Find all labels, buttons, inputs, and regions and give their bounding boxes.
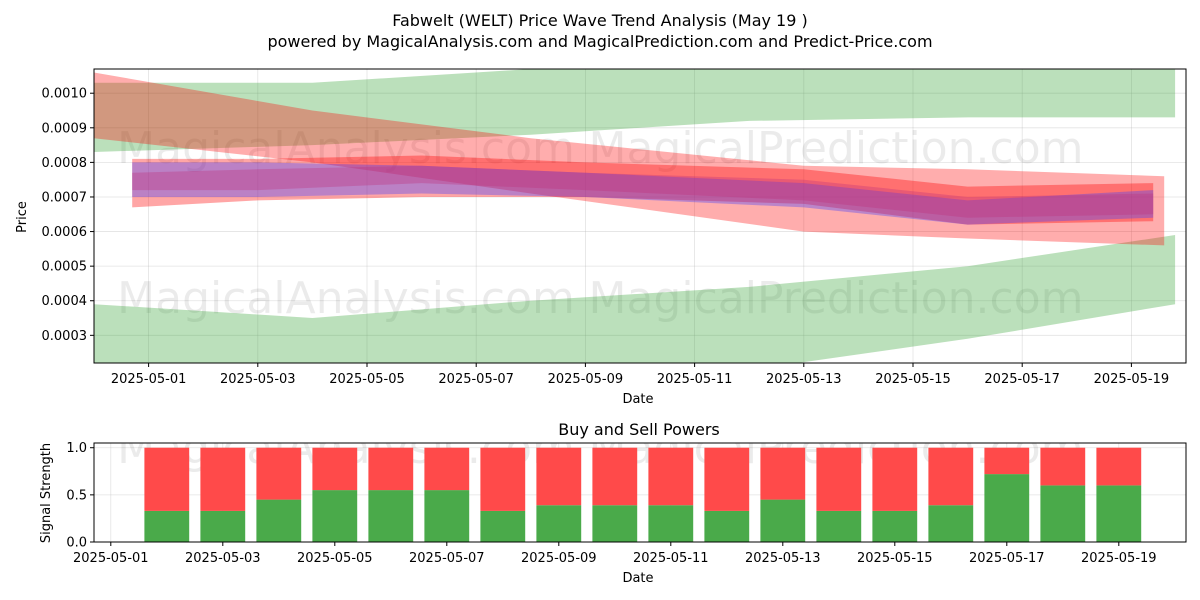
buy-bar: [368, 490, 414, 542]
price-plot-frame: [93, 68, 1187, 364]
x-tick-label: 2025-05-05: [329, 372, 405, 387]
buy-bar: [704, 510, 750, 542]
signal-x-axis-label: Date: [622, 571, 653, 586]
x-tick-label: 2025-05-13: [745, 551, 821, 566]
sell-bar: [480, 447, 526, 511]
price-band: [132, 155, 1154, 225]
x-tick-label: 2025-05-11: [657, 372, 733, 387]
sell-bar: [872, 447, 918, 511]
price-band: [94, 72, 1165, 246]
buy-bar: [256, 499, 302, 542]
chart-subtitle: powered by MagicalAnalysis.com and Magic…: [267, 32, 932, 51]
y-tick-label: 0.0004: [42, 294, 88, 309]
y-tick-label: 1.0: [66, 441, 87, 456]
y-tick-label: 0.0009: [42, 121, 88, 136]
y-tick-label: 0.0006: [42, 225, 88, 240]
price-band: [94, 69, 1176, 152]
x-tick-label: 2025-05-09: [548, 372, 624, 387]
x-tick-label: 2025-05-03: [185, 551, 261, 566]
signal-y-axis-label: Signal Strength: [39, 443, 54, 543]
buy-bar: [424, 490, 470, 542]
buy-bar: [480, 510, 526, 542]
sell-bar: [424, 447, 470, 491]
x-tick-label: 2025-05-05: [297, 551, 373, 566]
buy-bar: [1096, 485, 1142, 542]
watermark-text: MagicalPrediction.com: [589, 273, 1084, 324]
sell-bar: [760, 447, 806, 500]
buy-bar: [648, 505, 694, 542]
chart-title: Fabwelt (WELT) Price Wave Trend Analysis…: [392, 11, 808, 30]
buy-bar: [144, 510, 190, 542]
buy-bar: [592, 505, 638, 542]
signal-bars: [144, 447, 1142, 542]
price-wave-panel: MagicalAnalysis.com MagicalPrediction.co…: [15, 68, 1187, 407]
buy-bar: [312, 490, 358, 542]
sell-bar: [816, 447, 862, 511]
x-tick-label: 2025-05-01: [73, 551, 149, 566]
buy-bar: [536, 505, 582, 542]
price-watermarks: MagicalAnalysis.com MagicalPrediction.co…: [117, 123, 1083, 324]
buy-sell-panel: Buy and Sell Powers MagicalAnalysis.com …: [39, 420, 1187, 586]
sell-bar: [1040, 447, 1086, 486]
watermark-text: MagicalPrediction.com: [589, 123, 1084, 174]
y-tick-label: 0.0: [66, 536, 87, 551]
x-tick-label: 2025-05-19: [1081, 551, 1157, 566]
x-tick-label: 2025-05-15: [857, 551, 933, 566]
sell-bar: [200, 447, 246, 511]
sell-bar: [648, 447, 694, 506]
buy-bar: [872, 510, 918, 542]
buy-bar: [928, 505, 974, 542]
x-tick-label: 2025-05-17: [969, 551, 1045, 566]
price-band: [94, 235, 1176, 363]
sell-bar: [312, 447, 358, 491]
price-x-axis-label: Date: [622, 392, 653, 407]
watermark-text: MagicalAnalysis.com: [117, 123, 575, 174]
buy-bar: [984, 474, 1030, 542]
sell-bar: [928, 447, 974, 506]
sell-bar: [368, 447, 414, 491]
buy-sell-title: Buy and Sell Powers: [558, 420, 720, 439]
y-tick-label: 0.5: [66, 488, 87, 503]
buy-bar: [200, 510, 246, 542]
x-tick-label: 2025-05-13: [766, 372, 842, 387]
sell-bar: [592, 447, 638, 506]
y-tick-label: 0.0008: [42, 156, 88, 171]
signal-plot-frame: [93, 442, 1187, 543]
x-tick-label: 2025-05-07: [409, 551, 485, 566]
x-tick-label: 2025-05-03: [220, 372, 296, 387]
price-band: [132, 162, 1154, 225]
signal-axis-ticks: 2025-05-01 2025-05-03 2025-05-05 2025-05-07…: [66, 441, 1156, 566]
x-tick-label: 2025-05-11: [633, 551, 709, 566]
sell-bar: [256, 447, 302, 500]
x-tick-label: 2025-05-17: [984, 372, 1060, 387]
sell-bar: [704, 447, 750, 511]
buy-bar: [816, 510, 862, 542]
y-tick-label: 0.0003: [42, 329, 88, 344]
y-tick-label: 0.0010: [42, 87, 88, 102]
x-tick-label: 2025-05-19: [1094, 372, 1170, 387]
price-axis-ticks: 2025-05-01 2025-05-03 2025-05-05 2025-05-07…: [42, 87, 1170, 387]
x-tick-label: 2025-05-07: [438, 372, 514, 387]
sell-bar: [984, 447, 1030, 475]
y-tick-label: 0.0007: [42, 190, 88, 205]
price-bands: [94, 69, 1176, 363]
price-y-axis-label: Price: [15, 201, 30, 233]
x-tick-label: 2025-05-09: [521, 551, 597, 566]
price-grid: [94, 69, 1186, 363]
buy-bar: [1040, 485, 1086, 542]
x-tick-label: 2025-05-01: [111, 372, 187, 387]
watermark-text: MagicalAnalysis.com: [117, 273, 575, 324]
sell-bar: [1096, 447, 1142, 486]
x-tick-label: 2025-05-15: [875, 372, 951, 387]
buy-bar: [760, 499, 806, 542]
sell-bar: [536, 447, 582, 506]
y-tick-label: 0.0005: [42, 260, 88, 275]
sell-bar: [144, 447, 190, 511]
price-band: [132, 165, 1154, 218]
